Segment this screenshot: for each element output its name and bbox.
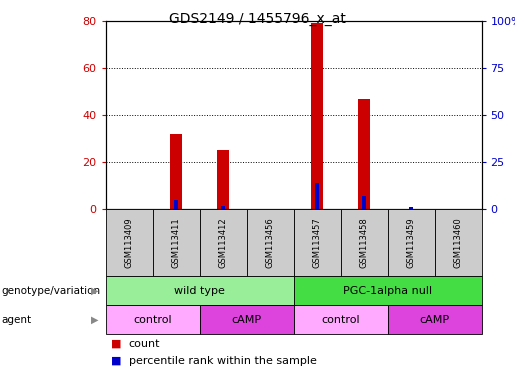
Bar [217, 151, 229, 209]
Bar [358, 99, 370, 209]
Bar [311, 23, 323, 209]
Text: control: control [321, 314, 360, 325]
Text: wild type: wild type [174, 286, 225, 296]
Bar [409, 207, 413, 209]
Text: GSM113411: GSM113411 [171, 218, 181, 268]
Text: GDS2149 / 1455796_x_at: GDS2149 / 1455796_x_at [169, 12, 346, 25]
Text: GSM113459: GSM113459 [406, 218, 416, 268]
Text: ▶: ▶ [91, 314, 98, 325]
Bar [170, 134, 182, 209]
Text: count: count [129, 339, 160, 349]
Text: GSM113460: GSM113460 [454, 217, 462, 268]
Text: ■: ■ [111, 339, 121, 349]
Bar [175, 200, 178, 209]
Bar [315, 183, 319, 209]
Text: GSM113457: GSM113457 [313, 217, 321, 268]
Text: genotype/variation: genotype/variation [1, 286, 100, 296]
Text: PGC-1alpha null: PGC-1alpha null [343, 286, 432, 296]
Text: control: control [133, 314, 172, 325]
Bar [363, 196, 366, 209]
Text: ▶: ▶ [91, 286, 98, 296]
Bar [221, 205, 225, 209]
Text: cAMP: cAMP [232, 314, 262, 325]
Text: GSM113412: GSM113412 [218, 218, 228, 268]
Text: GSM113409: GSM113409 [125, 218, 133, 268]
Text: GSM113458: GSM113458 [359, 217, 369, 268]
Text: percentile rank within the sample: percentile rank within the sample [129, 356, 317, 366]
Text: agent: agent [1, 314, 31, 325]
Text: ■: ■ [111, 356, 121, 366]
Text: GSM113456: GSM113456 [266, 217, 274, 268]
Text: cAMP: cAMP [420, 314, 450, 325]
